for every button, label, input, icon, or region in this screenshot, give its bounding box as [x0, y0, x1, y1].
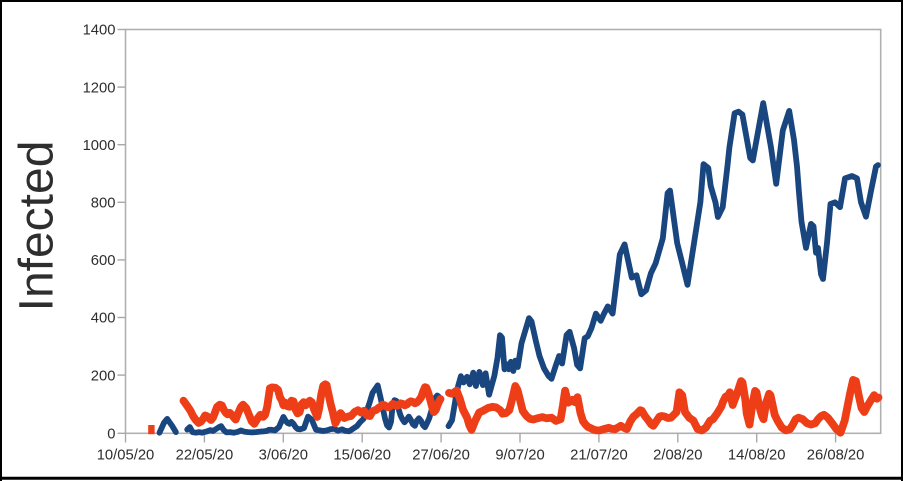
svg-text:400: 400: [91, 311, 116, 327]
svg-text:200: 200: [91, 368, 116, 384]
svg-text:3/06/20: 3/06/20: [259, 448, 308, 464]
svg-text:800: 800: [91, 196, 116, 212]
svg-text:Infected: Infected: [11, 141, 64, 312]
svg-text:2/08/20: 2/08/20: [653, 448, 702, 464]
svg-text:0: 0: [107, 427, 115, 443]
svg-text:26/08/20: 26/08/20: [807, 448, 865, 464]
svg-text:9/07/20: 9/07/20: [495, 448, 544, 464]
svg-text:15/06/20: 15/06/20: [333, 448, 391, 464]
svg-text:1200: 1200: [83, 80, 116, 96]
svg-text:21/07/20: 21/07/20: [570, 448, 628, 464]
svg-text:14/08/20: 14/08/20: [728, 448, 786, 464]
svg-text:10/05/20: 10/05/20: [97, 448, 155, 464]
svg-text:27/06/20: 27/06/20: [412, 448, 470, 464]
svg-text:1000: 1000: [83, 138, 116, 154]
svg-text:22/05/20: 22/05/20: [176, 448, 234, 464]
svg-text:600: 600: [91, 253, 116, 269]
svg-text:1400: 1400: [83, 23, 116, 39]
